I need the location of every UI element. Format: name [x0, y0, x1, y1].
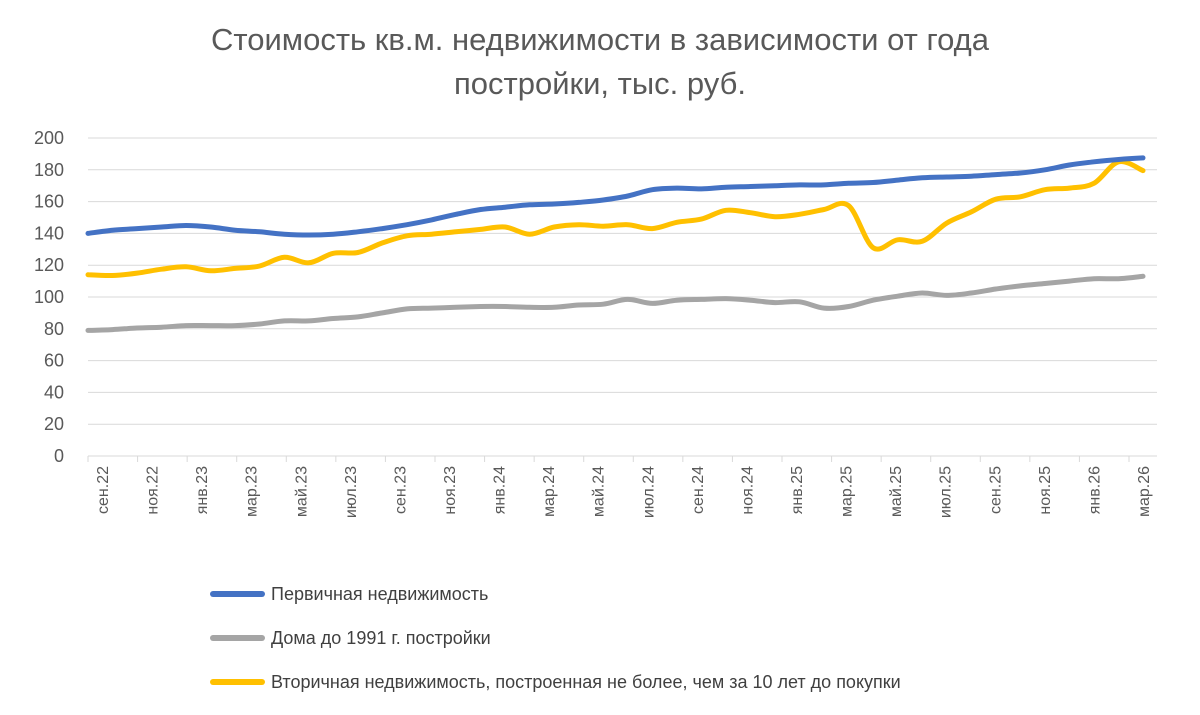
y-tick-label: 180 [34, 160, 64, 180]
y-tick-label: 160 [34, 192, 64, 212]
y-tick-label: 0 [54, 446, 64, 466]
x-tick-label: ноя.25 [1037, 466, 1054, 515]
legend-item: Первичная недвижимость [210, 572, 901, 616]
chart-title-line-2: постройки, тыс. руб. [454, 66, 746, 101]
x-tick-label: ноя.22 [145, 466, 162, 515]
x-axis-tick-labels: сен.22 ноя.22 янв.23 мар.23 май.23 июл.23 сен.… [87, 456, 1153, 518]
x-tick-label: янв.24 [492, 466, 509, 514]
x-tick-label: янв.23 [194, 466, 211, 514]
legend-swatch [210, 679, 265, 685]
x-tick-label: ноя.23 [442, 466, 459, 515]
y-tick-label: 120 [34, 255, 64, 275]
legend-swatch [210, 591, 265, 597]
x-tick-label: мар.25 [839, 466, 856, 517]
x-tick-label: июл.24 [640, 466, 657, 518]
y-tick-label: 100 [34, 287, 64, 307]
x-tick-label: май.25 [888, 466, 905, 517]
x-tick-label: май.24 [591, 466, 608, 517]
x-tick-label: июл.25 [938, 466, 955, 518]
gridlines [88, 137, 1157, 457]
x-tick-label: янв.25 [789, 466, 806, 514]
series-line-secondary-new [85, 159, 1146, 279]
x-tick-label: ноя.24 [739, 466, 756, 515]
x-tick-label: июл.23 [343, 466, 360, 518]
x-tick-label: сен.25 [987, 466, 1004, 514]
legend: Первичная недвижимость Дома до 1991 г. по… [210, 572, 901, 704]
chart-title: Стоимость кв.м. недвижимости в зависимос… [0, 18, 1200, 106]
series-lines [85, 155, 1146, 333]
legend-label: Дома до 1991 г. постройки [271, 627, 491, 648]
y-tick-label: 80 [44, 319, 64, 339]
y-tick-label: 140 [34, 223, 64, 243]
x-tick-label: мар.26 [1136, 466, 1153, 517]
x-tick-label: сен.24 [690, 466, 707, 514]
x-tick-label: май.23 [293, 466, 310, 517]
legend-item: Вторичная недвижимость, построенная не б… [210, 660, 901, 704]
chart-title-line-1: Стоимость кв.м. недвижимости в зависимос… [211, 22, 989, 57]
y-tick-label: 40 [44, 382, 64, 402]
x-tick-label: мар.24 [541, 466, 558, 517]
legend-label: Вторичная недвижимость, построенная не б… [271, 671, 901, 692]
y-tick-label: 20 [44, 414, 64, 434]
series-line-primary [85, 155, 1146, 238]
y-tick-label: 60 [44, 351, 64, 371]
legend-item: Дома до 1991 г. постройки [210, 616, 901, 660]
legend-swatch [210, 635, 265, 641]
legend-label: Первичная недвижимость [271, 583, 489, 604]
x-tick-label: сен.22 [95, 466, 112, 514]
y-axis-tick-labels: 0 20 40 60 80 100 120 140 160 180 200 [34, 128, 64, 466]
series-line-pre1991 [85, 273, 1146, 333]
x-tick-label: янв.26 [1086, 466, 1103, 514]
y-tick-label: 200 [34, 128, 64, 148]
x-tick-label: сен.23 [392, 466, 409, 514]
x-tick-label: мар.23 [244, 466, 261, 517]
